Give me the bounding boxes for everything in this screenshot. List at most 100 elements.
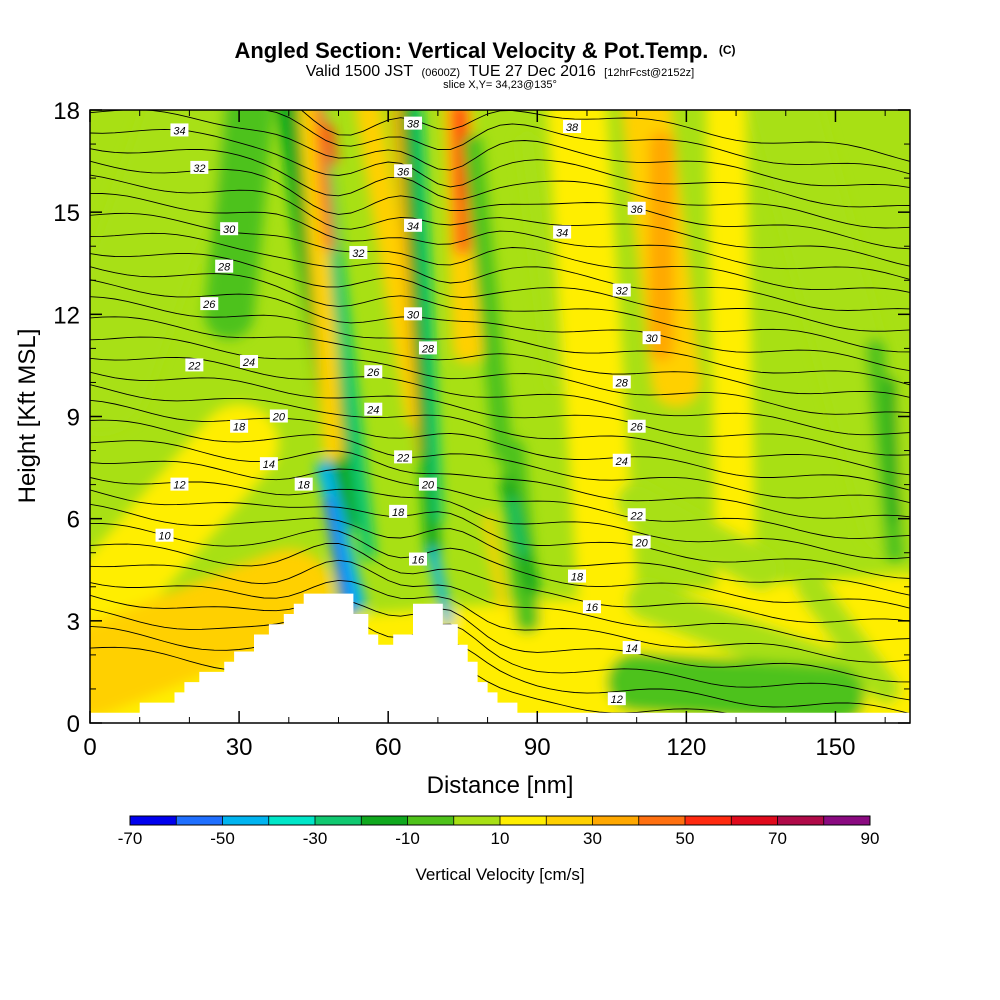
theta-label-text: 28 [421, 343, 435, 355]
theta-label: 16 [582, 600, 601, 614]
velocity-blob [795, 571, 901, 704]
theta-label-text: 26 [202, 299, 216, 311]
theta-label-bg [632, 535, 651, 549]
theta-label: 24 [240, 355, 259, 369]
theta-contour [90, 489, 910, 579]
theta-label: 12 [170, 477, 189, 492]
velocity-blob [324, 123, 338, 165]
theta-label-bg [404, 116, 423, 130]
theta-label-text: 20 [421, 480, 435, 492]
theta-label-bg [582, 600, 601, 614]
velocity-blob [517, 134, 568, 393]
theta-label-text: 20 [635, 538, 649, 550]
theta-label-text: 24 [615, 456, 628, 468]
theta-label: 28 [612, 375, 631, 389]
theta-label: 38 [563, 120, 582, 134]
theta-label: 22 [627, 508, 646, 522]
theta-label-text: 24 [242, 357, 255, 369]
theta-label-text: 30 [407, 309, 420, 321]
theta-label: 26 [627, 419, 646, 434]
theta-label-bg [294, 477, 313, 491]
theta-label-bg [612, 375, 631, 389]
theta-contour [90, 232, 910, 311]
theta-label-text: 12 [611, 694, 623, 706]
theta-label: 16 [409, 552, 427, 567]
theta-label-text: 38 [566, 122, 579, 134]
theta-label-bg [418, 477, 437, 491]
theta-label-bg [364, 402, 383, 416]
theta-label: 36 [627, 201, 646, 216]
theta-label: 18 [230, 419, 249, 434]
theta-contour [90, 460, 910, 539]
theta-label-bg [394, 164, 413, 178]
theta-label-bg [553, 225, 572, 239]
colorbar-label: 30 [583, 829, 602, 848]
theta-label-bg [185, 358, 204, 372]
colorbar-bin [638, 816, 686, 825]
slice-info: slice X,Y= 34,23@135° [443, 79, 557, 91]
velocity-blob [313, 110, 334, 252]
colorbar-label: 90 [861, 829, 880, 848]
colorbar-bin [685, 816, 732, 825]
theta-label: 32 [190, 160, 209, 175]
theta-label: 26 [364, 365, 383, 379]
theta-contour [90, 356, 910, 436]
theta-label: 12 [607, 692, 626, 706]
colorbar-bin [407, 816, 455, 825]
velocity-blob [547, 110, 637, 617]
theta-label: 34 [553, 225, 572, 240]
colorbar-bin [823, 816, 871, 825]
x-tick-label: 60 [375, 734, 402, 761]
velocity-blob [298, 110, 344, 461]
theta-label-text: 28 [217, 262, 231, 274]
velocity-blob [606, 652, 866, 723]
theta-label: 22 [185, 358, 204, 372]
theta-label-bg [389, 504, 408, 518]
velocity-blob [706, 110, 756, 607]
theta-contour [90, 110, 910, 189]
theta-label: 32 [349, 246, 368, 260]
theta-label-text: 30 [645, 333, 658, 345]
theta-label-bg [259, 457, 278, 471]
theta-label-bg [607, 692, 626, 706]
x-tick-label: 150 [815, 734, 855, 761]
theta-label-text: 26 [630, 422, 644, 434]
velocity-blob [90, 548, 334, 717]
theta-label-text: 36 [631, 204, 644, 216]
theta-label-text: 32 [352, 248, 364, 260]
theta-label-bg [364, 365, 383, 379]
colorbar-bin [130, 816, 177, 825]
theta-label: 28 [215, 259, 234, 274]
theta-contour [90, 371, 910, 456]
x-tick-label: 120 [666, 734, 706, 761]
theta-label: 10 [155, 528, 174, 543]
theta-contour [90, 296, 910, 386]
velocity-blob [508, 497, 527, 557]
theta-label: 22 [394, 450, 413, 464]
theta-label-text: 16 [412, 555, 425, 567]
colorbar-bin [222, 816, 270, 825]
theta-label-bg [622, 641, 641, 655]
theta-label-bg [170, 477, 189, 491]
theta-contour [90, 266, 910, 353]
theta-label-bg [612, 453, 631, 467]
theta-label-bg [418, 341, 437, 355]
theta-contour [90, 316, 910, 398]
y-tick-label: 9 [67, 405, 80, 432]
theta-contour [90, 399, 910, 491]
y-tick-label: 3 [67, 609, 80, 636]
theta-label-text: 26 [366, 367, 380, 379]
colorbar-label: -30 [303, 829, 328, 848]
colorbar-bin [546, 816, 593, 825]
theta-contour [90, 579, 910, 663]
theta-contour [260, 110, 910, 175]
theta-label-text: 18 [233, 422, 246, 434]
x-axis-title: Distance [nm] [427, 772, 574, 799]
theta-label-bg [568, 569, 587, 583]
theta-label-text: 20 [272, 412, 286, 424]
x-tick-label: 90 [524, 734, 551, 761]
theta-label-bg [230, 419, 249, 433]
theta-label: 20 [418, 477, 437, 492]
terrain [90, 593, 910, 723]
